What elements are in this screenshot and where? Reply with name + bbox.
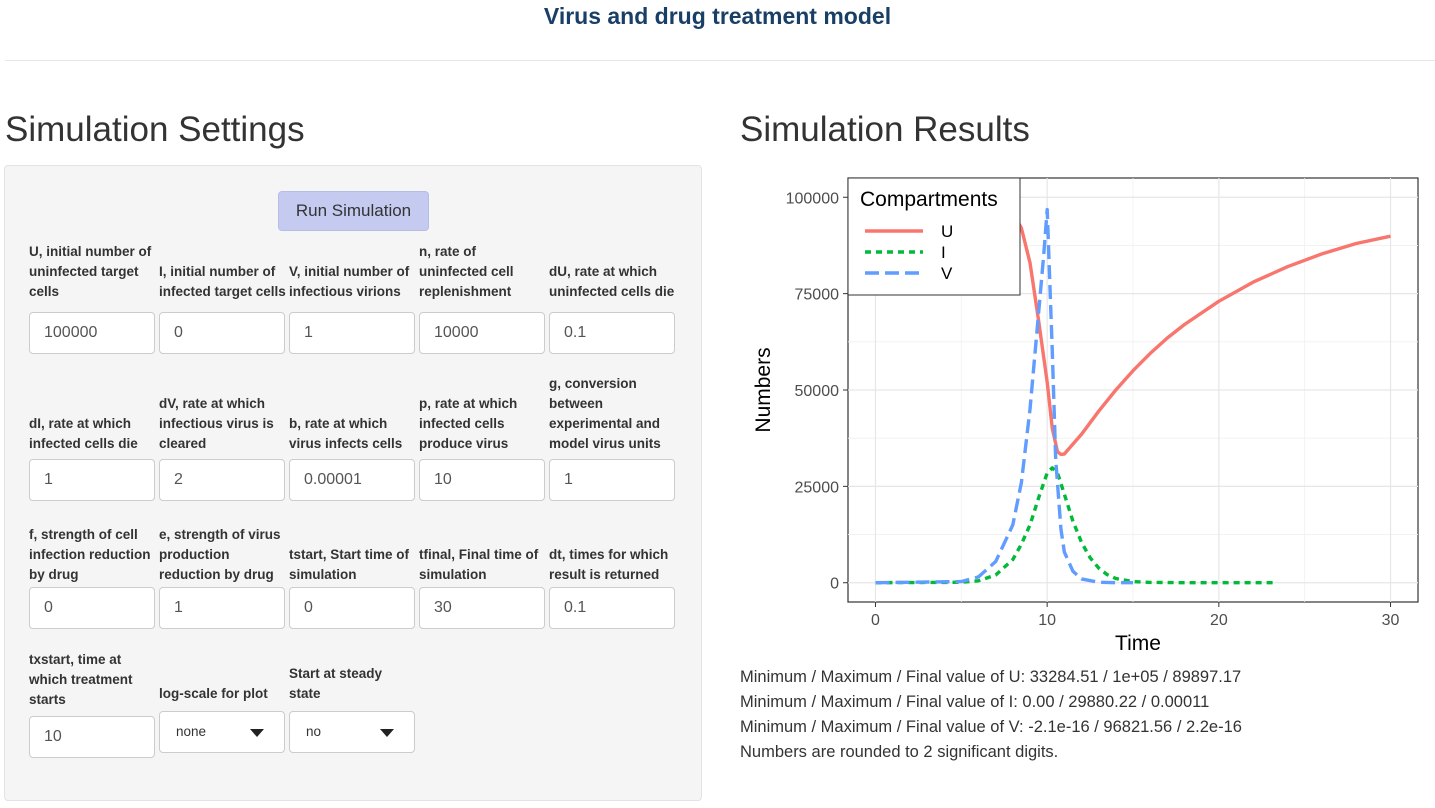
steady-state-select[interactable]: no [289,711,415,753]
caret-down-icon [250,729,264,737]
e-input[interactable] [159,587,285,629]
field-dt: dt, times for which result is returned [549,521,675,631]
g-input[interactable] [549,459,675,501]
b-input[interactable] [289,459,415,501]
x-tick-label: 0 [871,612,880,629]
field-label: V, initial number of infectious virions [289,264,410,299]
log-scale-selected: none [176,724,207,739]
summary-line-I: Minimum / Maximum / Final value of I: 0.… [740,693,1210,711]
run-simulation-button[interactable]: Run Simulation [278,191,429,231]
series-line-V [875,207,1133,585]
initial-I-input[interactable] [159,312,285,354]
field-log-scale: log-scale for plot none [159,646,285,761]
field-label: I, initial number of infected target cel… [159,264,286,299]
plot-series [875,195,1391,585]
x-axis-label: Time [1115,632,1161,655]
field-b: b, rate at which virus infects cells [289,371,415,501]
y-tick-label: 50000 [795,383,840,400]
summary-line-V: Minimum / Maximum / Final value of V: -2… [740,718,1242,736]
settings-panel: Run Simulation U, initial number of unin… [4,165,702,801]
field-f: f, strength of cell infection reduction … [29,521,155,631]
p-input[interactable] [419,459,545,501]
x-tick-label: 20 [1210,612,1228,629]
field-label: U, initial number of uninfected target c… [29,244,152,299]
field-label: n, rate of uninfected cell replenishment [419,244,514,299]
x-tick-label: 30 [1382,612,1400,629]
field-p: p, rate at which infected cells produce … [419,371,545,501]
y-tick-label: 0 [830,576,839,593]
field-initial-I: I, initial number of infected target cel… [159,236,286,356]
field-label: dU, rate at which uninfected cells die [549,264,675,299]
field-label: tfinal, Final time of simulation [419,547,539,582]
initial-V-input[interactable] [289,312,415,354]
dt-input[interactable] [549,587,675,629]
caret-down-icon [380,729,394,737]
legend-label-I: I [941,243,946,262]
y-axis-label: Numbers [752,347,775,432]
field-label: dV, rate at which infectious virus is cl… [159,396,274,451]
field-label: b, rate at which virus infects cells [289,416,403,451]
series-line-I [875,466,1274,585]
field-dI: dI, rate at which infected cells die [29,371,155,501]
legend-box [847,177,1021,296]
field-label: log-scale for plot [159,686,268,701]
results-heading: Simulation Results [740,110,1030,149]
series-line-U [875,195,1391,457]
results-summary: Minimum / Maximum / Final value of U: 33… [740,665,1242,765]
field-initial-V: V, initial number of infectious virions [289,236,415,356]
field-label: g, conversion between experimental and m… [549,376,661,451]
field-label: dI, rate at which infected cells die [29,416,138,451]
dV-input[interactable] [159,459,285,501]
plot-legend: Compartments UIV [847,177,1021,296]
steady-state-selected: no [306,724,322,739]
field-tstart: tstart, Start time of simulation [289,521,415,631]
field-label: Start at steady state [289,666,383,701]
field-steady-state: Start at steady state no [289,646,415,761]
legend-label-U: U [941,222,953,241]
field-e: e, strength of virus production reductio… [159,521,285,631]
legend-label-V: V [941,264,953,283]
field-dU: dU, rate at which uninfected cells die [549,236,675,356]
app-title: Virus and drug treatment model [543,3,892,29]
y-tick-label: 75000 [795,287,840,304]
txstart-input[interactable] [29,716,155,758]
summary-line-U: Minimum / Maximum / Final value of U: 33… [740,668,1242,686]
log-scale-select[interactable]: none [159,711,285,753]
simulation-plot: 0 10 20 30 0 25000 50000 75000 100000 Time Numbe… [752,177,1419,655]
title-divider [5,60,1435,61]
tfinal-input[interactable] [419,587,545,629]
field-tfinal: tfinal, Final time of simulation [419,521,545,631]
field-label: txstart, time at which treatment starts [29,652,133,707]
summary-note: Numbers are rounded to 2 significant dig… [740,743,1059,761]
tstart-input[interactable] [289,587,415,629]
plot-axes: 0 10 20 30 0 25000 50000 75000 100000 [786,190,1400,629]
settings-heading: Simulation Settings [5,110,305,149]
field-txstart: txstart, time at which treatment starts [29,646,155,761]
field-label: tstart, Start time of simulation [289,547,410,582]
n-input[interactable] [419,312,545,354]
y-tick-label: 100000 [786,190,839,207]
field-n: n, rate of uninfected cell replenishment [419,236,545,356]
field-label: p, rate at which infected cells produce … [419,396,518,451]
initial-U-input[interactable] [29,312,155,354]
field-g: g, conversion between experimental and m… [549,371,675,501]
dU-input[interactable] [549,312,675,354]
field-label: e, strength of virus production reductio… [159,527,281,582]
field-initial-U: U, initial number of uninfected target c… [29,236,155,356]
field-label: dt, times for which result is returned [549,547,669,582]
field-dV: dV, rate at which infectious virus is cl… [159,371,285,501]
legend-title: Compartments [860,188,998,211]
f-input[interactable] [29,587,155,629]
field-label: f, strength of cell infection reduction … [29,527,151,582]
dI-input[interactable] [29,459,155,501]
x-tick-label: 10 [1038,612,1056,629]
y-tick-label: 25000 [795,479,840,496]
